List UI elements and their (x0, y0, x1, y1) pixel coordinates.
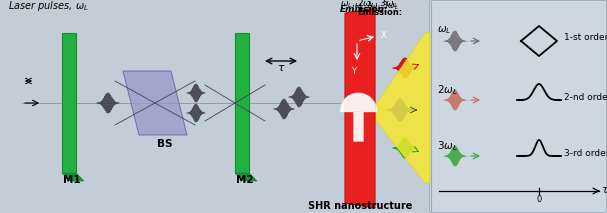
Text: $\omega_L$,$2\omega_L$,$3\omega_L$: $\omega_L$,$2\omega_L$,$3\omega_L$ (354, 0, 398, 12)
Text: SHR nanostructure: SHR nanostructure (308, 201, 412, 211)
FancyBboxPatch shape (430, 0, 606, 213)
Text: $\tau$: $\tau$ (277, 63, 285, 73)
Text: BS: BS (157, 139, 173, 149)
Text: 3-rd order: 3-rd order (564, 148, 607, 157)
Bar (235, 33, 249, 173)
Bar (62, 33, 76, 173)
Text: Emission:: Emission: (340, 5, 388, 14)
Text: Laser pulses, $\omega_L$: Laser pulses, $\omega_L$ (8, 0, 89, 13)
Text: $3\omega_L$: $3\omega_L$ (437, 139, 458, 153)
Polygon shape (370, 33, 430, 183)
Text: X: X (381, 32, 387, 40)
Text: 1-st order: 1-st order (564, 33, 607, 43)
Text: Y: Y (351, 67, 356, 76)
Text: M2: M2 (236, 175, 254, 185)
Text: 0: 0 (537, 195, 541, 204)
Text: $2\omega_L$: $2\omega_L$ (437, 83, 458, 97)
Text: M1: M1 (63, 175, 81, 185)
Text: $\tau$: $\tau$ (601, 185, 607, 195)
Text: $\omega_L$, $2\omega_L$, $3\omega_L$: $\omega_L$, $2\omega_L$, $3\omega_L$ (340, 0, 398, 10)
Text: $\omega_L$: $\omega_L$ (437, 24, 451, 36)
Polygon shape (123, 71, 187, 135)
Polygon shape (345, 8, 375, 208)
Text: Emission:: Emission: (358, 8, 402, 17)
Polygon shape (235, 173, 257, 181)
Text: 2-nd order: 2-nd order (564, 92, 607, 102)
Bar (353, 111, 363, 141)
Polygon shape (62, 173, 84, 181)
